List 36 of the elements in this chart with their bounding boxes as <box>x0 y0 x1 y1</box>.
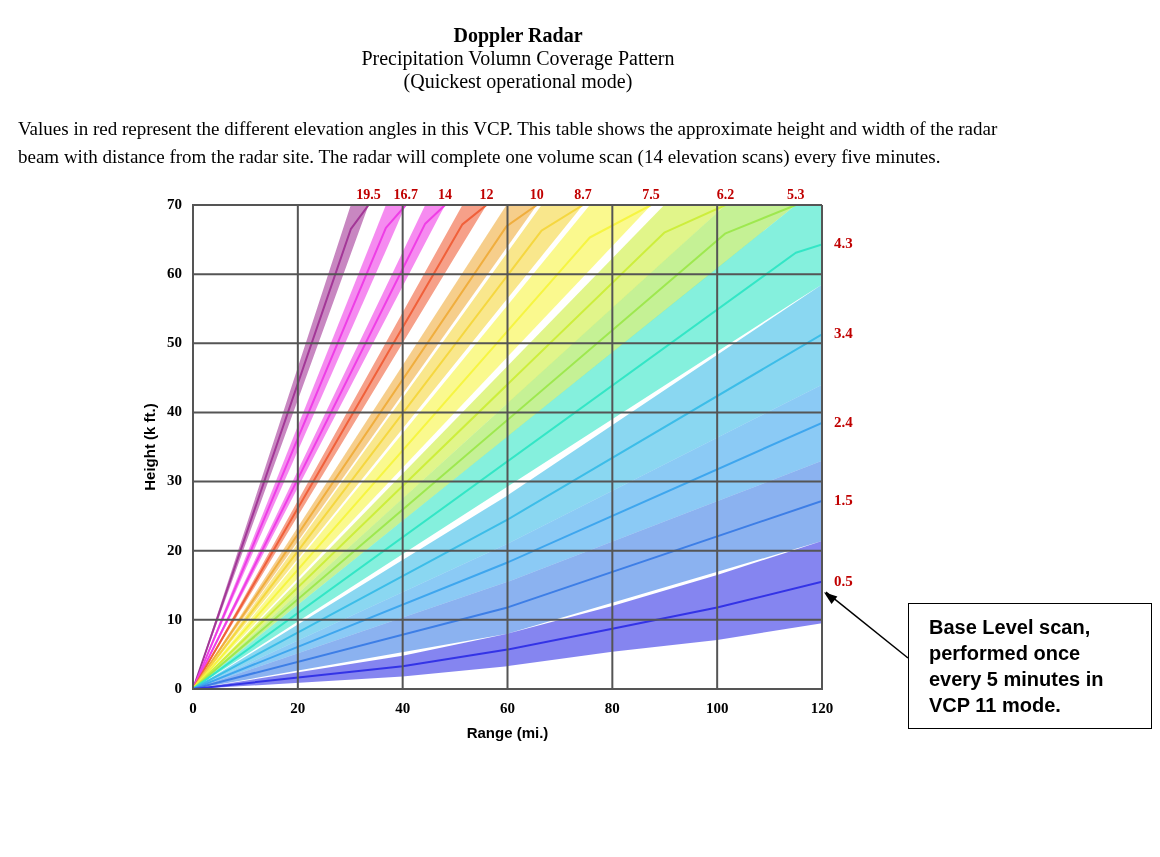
y-tick-label: 0 <box>174 679 182 696</box>
series-label: 5.3 <box>787 186 805 202</box>
y-tick-label: 10 <box>167 610 182 627</box>
y-tick-label: 50 <box>167 334 182 351</box>
x-tick-label: 80 <box>604 699 620 716</box>
y-tick-label: 70 <box>167 195 182 212</box>
series-label: 7.5 <box>642 186 660 202</box>
x-axis-title: Range (mi.) <box>466 724 549 742</box>
x-tick-label: 0 <box>189 699 197 716</box>
y-tick-label: 60 <box>167 265 182 282</box>
series-label: 8.7 <box>574 186 592 202</box>
text: Values in red represent the different elevation angles in this VCP. This table shows the approximate height and width of the radar beam with distance from the radar site. The radar will complete one volume scan (14 elevation scans) every five minutes. <box>18 117 999 169</box>
series-label: 12 <box>479 186 494 202</box>
x-tick-label: 60 <box>500 699 515 716</box>
series-label: 16.7 <box>393 186 419 202</box>
series-label: 2.4 <box>834 413 854 430</box>
series-label: 1.5 <box>834 491 853 508</box>
series-label: 3.4 <box>834 325 854 342</box>
y-tick-label: 20 <box>167 541 182 558</box>
series-label: 14 <box>438 186 453 202</box>
x-tick-label: 20 <box>290 699 306 716</box>
annotation: Base Level scan, performed once every 5 minutes in VCP 11 mode. <box>908 603 1152 729</box>
chart-subtitle: Precipitation Volumn Coverage Pattern <box>360 47 676 70</box>
x-tick-label: 40 <box>395 699 411 716</box>
y-axis-title: Height (k ft.) <box>141 403 159 491</box>
x-tick-label: 100 <box>705 699 729 716</box>
x-tick-label: 120 <box>810 699 834 716</box>
series-label: 19.5 <box>356 186 381 202</box>
series-label: 0.5 <box>834 572 853 589</box>
y-tick-label: 40 <box>167 403 182 420</box>
series-label: 6.2 <box>716 186 735 202</box>
series-label: 10 <box>529 186 544 202</box>
series-label: 4.3 <box>834 235 853 252</box>
chart-title: Doppler Radar <box>452 24 584 47</box>
text: (Quickest operational mode) <box>402 70 634 93</box>
y-tick-label: 30 <box>167 472 182 489</box>
